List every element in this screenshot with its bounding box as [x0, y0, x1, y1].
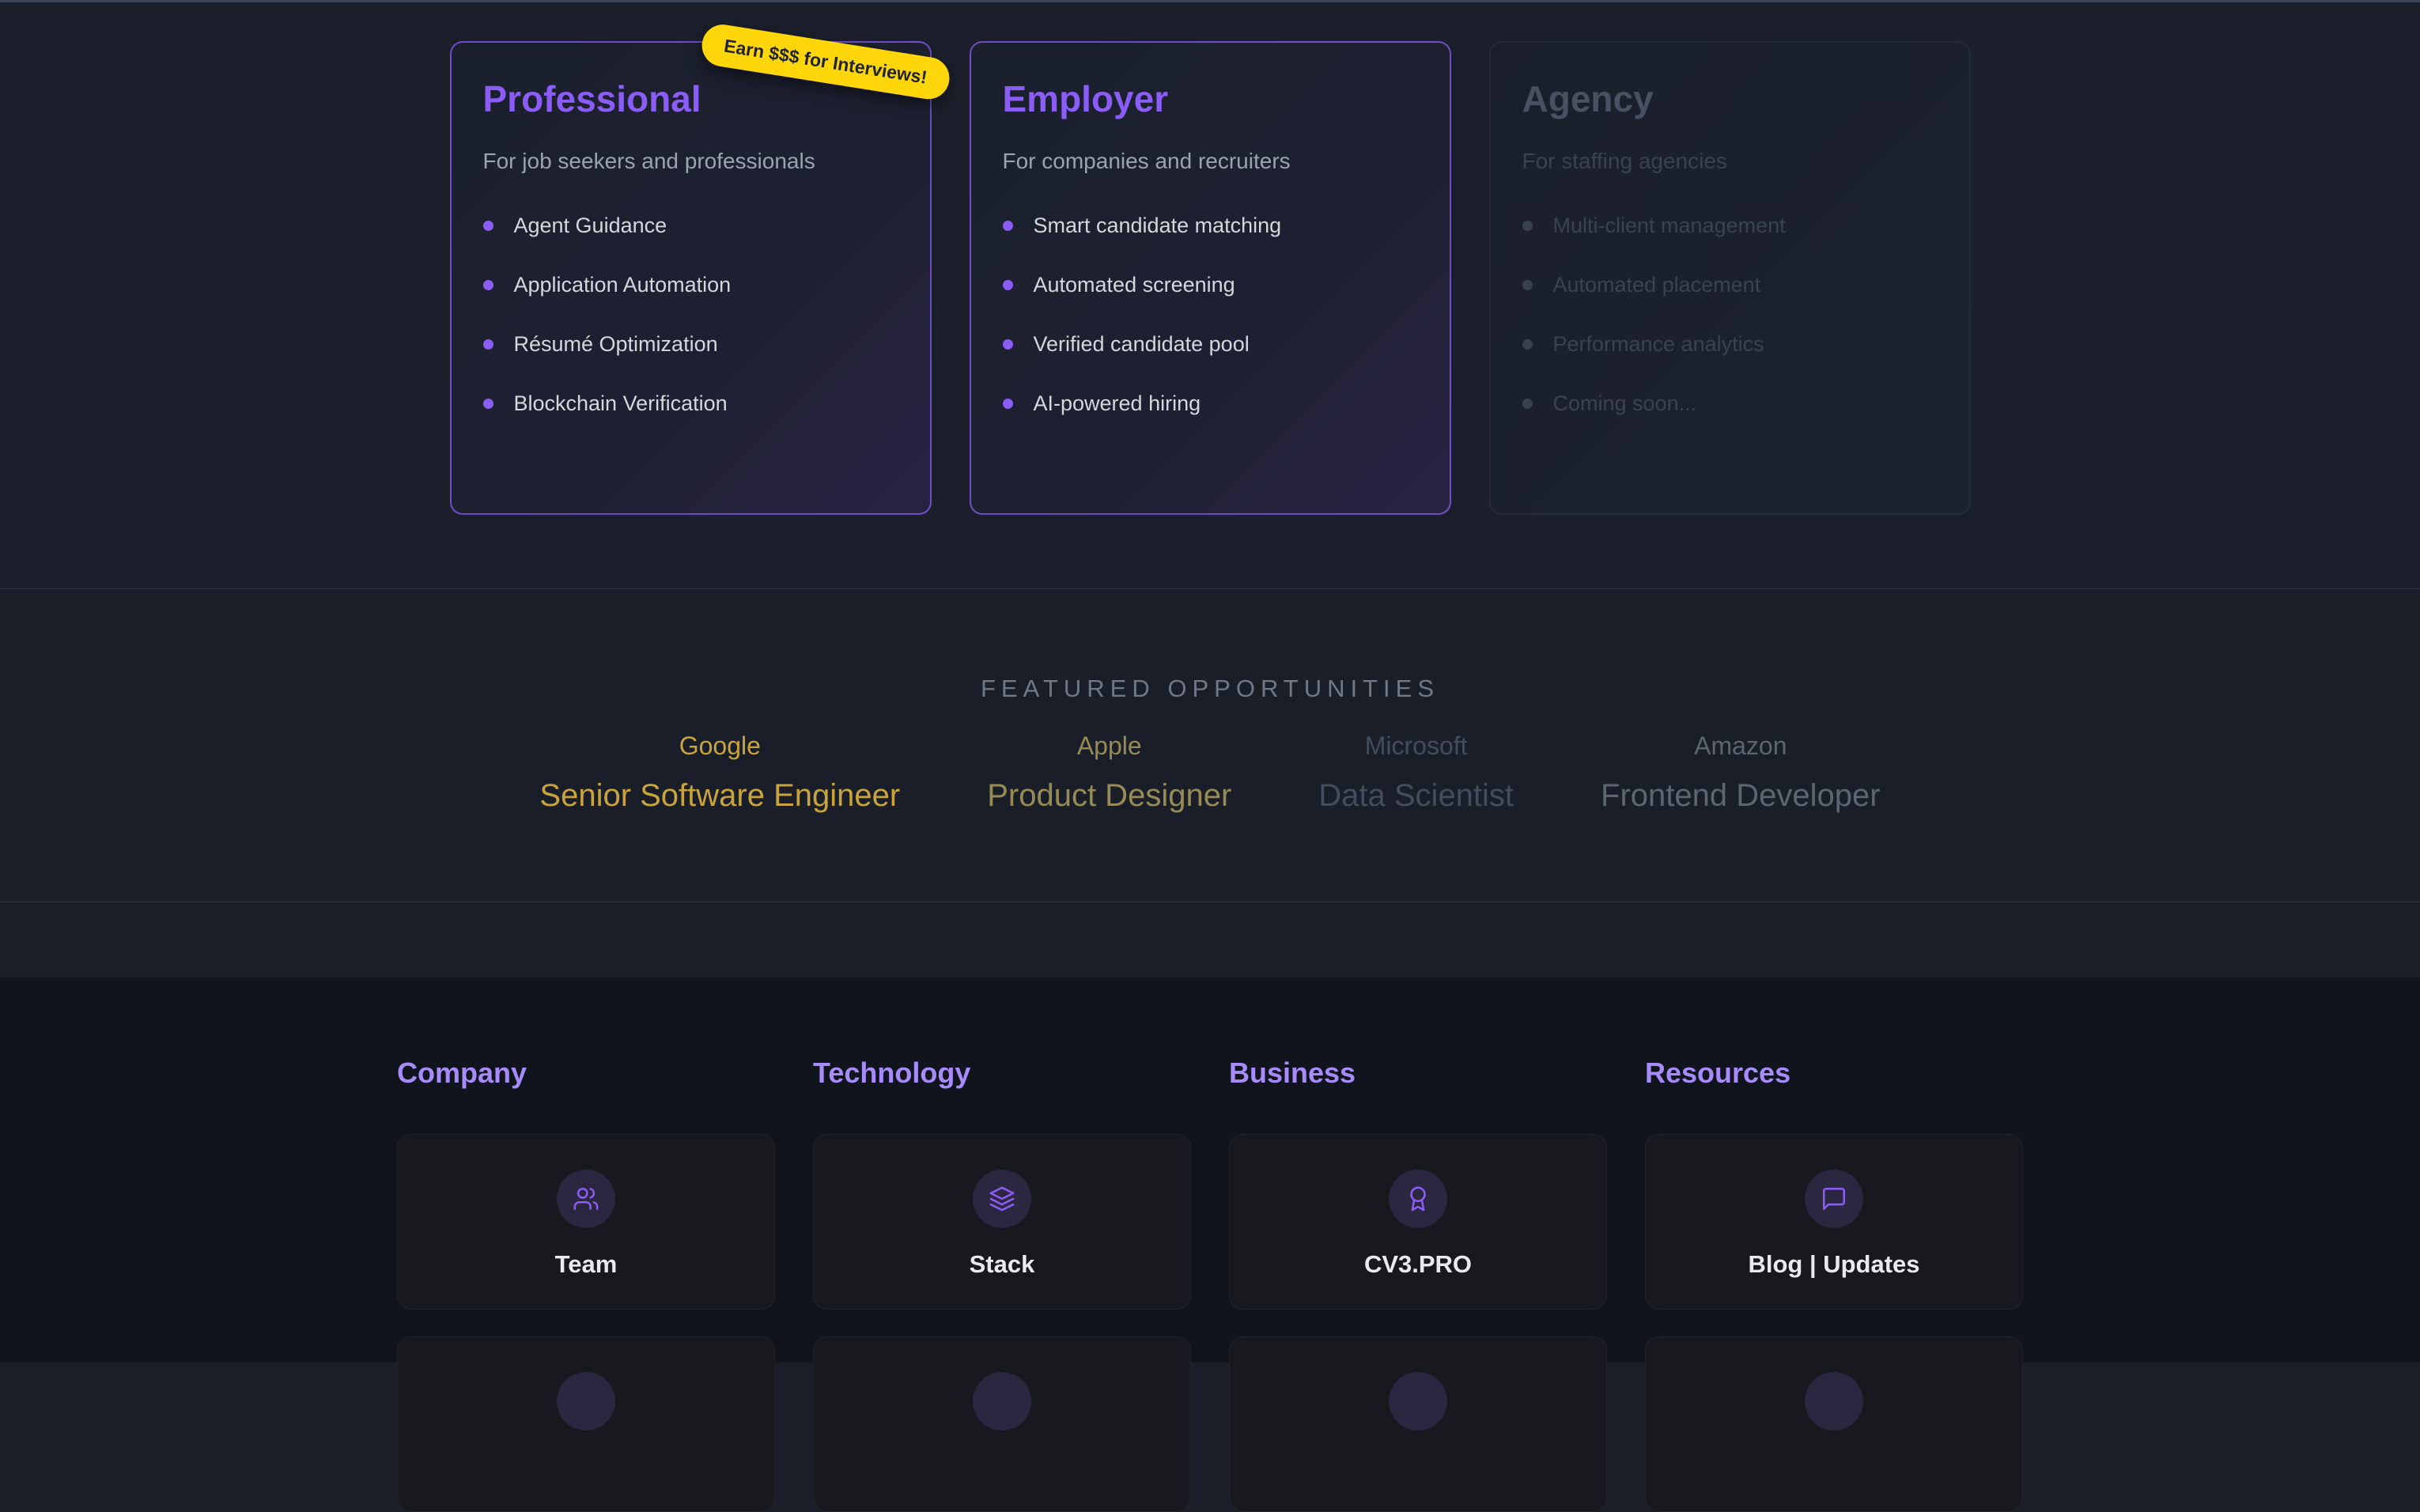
site-footer: Company Team Technology [0, 977, 2420, 1512]
plan-feature: Multi-client management [1522, 214, 1938, 238]
plan-subtitle: For staffing agencies [1522, 149, 1727, 173]
plan-feature: Performance analytics [1522, 332, 1938, 357]
plan-feature-label: Résumé Optimization [513, 332, 718, 356]
plan-feature-label: Automated placement [1552, 273, 1761, 297]
featured-heading: FEATURED OPPORTUNITIES [980, 675, 1439, 702]
featured-company: Microsoft [1364, 731, 1468, 760]
plan-title: Employer [1002, 78, 1169, 119]
footer-column-heading: Technology [813, 1057, 971, 1089]
footer-card-stack[interactable]: Stack [813, 1134, 1191, 1310]
featured-company: Google [679, 731, 761, 760]
bullet-dot-icon [482, 399, 493, 409]
featured-item-apple[interactable]: Apple Product Designer [987, 731, 1231, 814]
plan-cards-row: Professional For job seekers and profess… [0, 2, 2420, 515]
spacer-band [0, 902, 2420, 977]
plan-title: Agency [1522, 78, 1654, 119]
users-icon [557, 1170, 615, 1228]
plan-feature-label: Automated screening [1033, 273, 1235, 297]
bullet-dot-icon [1522, 339, 1533, 350]
plan-feature: Agent Guidance [482, 214, 898, 238]
featured-role: Data Scientist [1318, 778, 1514, 813]
hidden-icon [973, 1372, 1031, 1431]
footer-card-label: CV3.PRO [1363, 1250, 1473, 1278]
footer-card-label: Blog | Updates [1748, 1250, 1920, 1278]
hidden-icon [1389, 1372, 1447, 1431]
footer-column-technology: Technology Stack [813, 1057, 1191, 1512]
plan-feature-list: Smart candidate matching Automated scree… [1002, 214, 1418, 416]
bullet-dot-icon [1002, 399, 1013, 409]
plan-feature: Coming soon... [1522, 391, 1938, 416]
featured-item-microsoft[interactable]: Microsoft Data Scientist [1318, 731, 1514, 814]
plan-feature-label: Application Automation [513, 273, 732, 297]
bullet-dot-icon [482, 280, 493, 290]
plan-feature: Automated screening [1002, 273, 1418, 297]
footer-card-label: Stack [969, 1250, 1035, 1278]
featured-item-google[interactable]: Google Senior Software Engineer [539, 731, 900, 814]
hidden-icon [557, 1372, 615, 1431]
plan-feature-label: Agent Guidance [513, 214, 667, 237]
layers-icon [973, 1170, 1031, 1228]
plan-card-professional[interactable]: Professional For job seekers and profess… [449, 41, 932, 515]
plan-feature: Automated placement [1522, 273, 1938, 297]
plan-feature-list: Multi-client management Automated placem… [1522, 214, 1938, 416]
plan-card-agency: Agency For staffing agencies Multi-clien… [1488, 41, 1971, 515]
bullet-dot-icon [1522, 399, 1533, 409]
featured-opportunities-section: FEATURED OPPORTUNITIES Google Senior Sof… [0, 588, 2420, 902]
footer-column-resources: Resources Blog | Updates [1645, 1057, 2023, 1512]
bullet-dot-icon [1002, 339, 1013, 350]
footer-column-heading: Business [1229, 1057, 1356, 1089]
footer-column-heading: Resources [1645, 1057, 1791, 1089]
plan-title: Professional [482, 78, 701, 119]
featured-role: Senior Software Engineer [539, 778, 901, 813]
plan-feature-label: Multi-client management [1552, 214, 1786, 237]
featured-role: Frontend Developer [1601, 778, 1881, 813]
bullet-dot-icon [482, 339, 493, 350]
footer-card-hidden[interactable] [397, 1336, 775, 1512]
plan-feature: Résumé Optimization [482, 332, 898, 357]
plan-feature-label: Blockchain Verification [513, 391, 728, 415]
plan-feature: Application Automation [482, 273, 898, 297]
footer-card-hidden[interactable] [813, 1336, 1191, 1512]
footer-column-company: Company Team [397, 1057, 775, 1512]
plan-feature: Smart candidate matching [1002, 214, 1418, 238]
footer-grid: Company Team Technology [0, 977, 2420, 1512]
plan-feature-label: AI-powered hiring [1033, 391, 1201, 415]
footer-card-hidden[interactable] [1645, 1336, 2023, 1512]
footer-card-cv3pro[interactable]: CV3.PRO [1229, 1134, 1607, 1310]
featured-role: Product Designer [987, 778, 1232, 813]
bullet-dot-icon [1522, 280, 1533, 290]
bullet-dot-icon [482, 221, 493, 231]
plan-subtitle: For job seekers and professionals [482, 149, 815, 173]
plan-feature-label: Coming soon... [1552, 391, 1697, 415]
footer-card-hidden[interactable] [1229, 1336, 1607, 1512]
plan-feature: Verified candidate pool [1002, 332, 1418, 357]
featured-item-amazon[interactable]: Amazon Frontend Developer [1601, 731, 1881, 814]
bullet-dot-icon [1002, 221, 1013, 231]
footer-card-team[interactable]: Team [397, 1134, 775, 1310]
footer-card-blog[interactable]: Blog | Updates [1645, 1134, 2023, 1310]
bullet-dot-icon [1002, 280, 1013, 290]
plan-feature: AI-powered hiring [1002, 391, 1418, 416]
featured-company: Apple [1076, 731, 1142, 760]
hidden-icon [1805, 1372, 1863, 1431]
plan-card-employer[interactable]: Employer For companies and recruiters Sm… [969, 41, 1451, 515]
plan-feature-label: Verified candidate pool [1033, 332, 1250, 356]
footer-card-label: Team [554, 1250, 618, 1278]
plan-subtitle: For companies and recruiters [1002, 149, 1291, 173]
award-icon [1389, 1170, 1447, 1228]
footer-column-business: Business CV3.PRO [1229, 1057, 1607, 1512]
plan-feature: Blockchain Verification [482, 391, 898, 416]
chat-bubble-icon [1805, 1170, 1863, 1228]
plans-section: Professional For job seekers and profess… [0, 0, 2420, 588]
plan-feature-label: Smart candidate matching [1033, 214, 1282, 237]
featured-company: Amazon [1694, 731, 1787, 760]
footer-column-heading: Company [397, 1057, 527, 1089]
plan-feature-list: Agent Guidance Application Automation Ré… [482, 214, 898, 416]
plan-feature-label: Performance analytics [1552, 332, 1764, 356]
featured-row: Google Senior Software Engineer Apple Pr… [0, 731, 2420, 814]
bullet-dot-icon [1522, 221, 1533, 231]
